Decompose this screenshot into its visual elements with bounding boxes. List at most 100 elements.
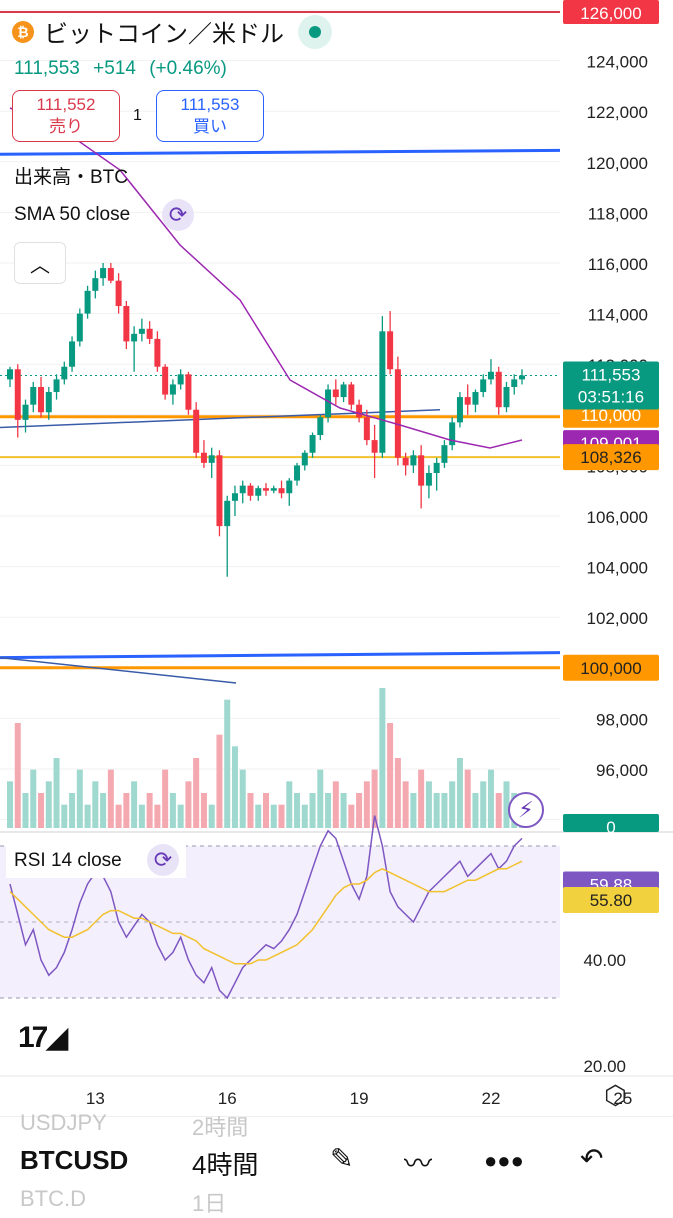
volume-bar: [433, 793, 440, 828]
rsi-refresh-icon[interactable]: ⟳: [147, 844, 179, 876]
lightning-icon[interactable]: ⚡: [508, 792, 544, 828]
volume-bar: [38, 793, 45, 828]
candle-body: [263, 488, 269, 491]
pencil-icon[interactable]: ✎: [330, 1143, 354, 1174]
volume-bar: [356, 793, 363, 828]
candle-body: [379, 331, 386, 453]
timeframe-selector[interactable]: 4時間: [192, 1150, 259, 1180]
sma-50-line: [9, 107, 523, 449]
candle-body: [154, 338, 161, 367]
volume-bar: [76, 769, 83, 828]
volume-bar: [394, 758, 401, 828]
sma-legend[interactable]: SMA 50 close: [14, 204, 131, 225]
volume-bar: [371, 769, 378, 828]
more-icon[interactable]: ●●●: [484, 1148, 524, 1173]
candle-body: [480, 379, 487, 393]
volume-bar: [309, 793, 316, 828]
volume-bar: [185, 781, 192, 828]
candle-body: [115, 280, 122, 307]
volume-bar: [449, 781, 456, 828]
undo-icon[interactable]: ↶: [580, 1143, 604, 1174]
candle-body: [38, 386, 45, 413]
candle-body: [177, 374, 184, 385]
rsi-ma-value-tag-bg: [563, 886, 659, 913]
refresh-icon[interactable]: ⟳: [162, 199, 194, 231]
candle-body: [138, 328, 145, 334]
level-tag-100000-text: 100,000: [580, 659, 641, 678]
volume-legend[interactable]: 出来高・BTC: [14, 167, 129, 188]
prev-timeframe[interactable]: 2時間: [192, 1115, 249, 1140]
candle-body: [69, 341, 76, 367]
candle-body: [107, 268, 114, 281]
candle-body: [394, 369, 401, 458]
volume-bar: [363, 781, 370, 828]
time-tick: 22: [482, 1089, 501, 1108]
volume-bar: [92, 781, 99, 828]
sell-price: 111,552: [36, 95, 96, 114]
volume-bar: [107, 769, 114, 828]
candle-body: [131, 333, 138, 342]
candle-body: [301, 452, 308, 466]
volume-bar: [169, 793, 176, 828]
candle-body: [487, 371, 494, 380]
candle-body: [402, 457, 409, 466]
volume-bar: [278, 804, 285, 828]
volume-bar: [464, 769, 471, 828]
next-timeframe[interactable]: 1日: [192, 1191, 227, 1216]
volume-bar: [286, 781, 293, 828]
current-price-tag-text: 03:51:16: [578, 388, 644, 407]
bottom-toolbar: [0, 1116, 673, 1201]
volume-bar: [154, 804, 161, 828]
candle-body: [22, 404, 29, 420]
candle-body: [14, 369, 21, 420]
candle-body: [472, 392, 479, 405]
candle-body: [418, 455, 425, 486]
candle-body: [332, 389, 339, 398]
symbol-title[interactable]: ビットコイン／米ドル: [44, 21, 284, 48]
next-symbol[interactable]: BTC.D: [20, 1186, 86, 1211]
volume-bar: [7, 781, 13, 828]
candle-body: [363, 417, 370, 441]
collapse-legend-button[interactable]: ︿: [14, 242, 66, 284]
candle-body: [162, 366, 169, 395]
volume-bar: [247, 793, 254, 828]
candle-body: [433, 462, 440, 473]
volume-bar: [270, 804, 277, 828]
level-tag-108326-bg: [563, 444, 659, 471]
volume-bar: [379, 688, 386, 828]
candle-body: [325, 389, 332, 418]
rsi-tick: 40.00: [583, 951, 626, 970]
candle-body: [216, 455, 223, 527]
candle-body: [456, 397, 463, 423]
last-price: 111,553: [14, 58, 80, 79]
volume-bar: [301, 804, 308, 828]
indicator-icon[interactable]: 〰: [404, 1148, 433, 1179]
volume-bar: [387, 723, 394, 828]
candle-body: [61, 366, 68, 380]
volume-bar: [495, 793, 502, 828]
symbol-selector[interactable]: BTCUSD: [20, 1145, 129, 1175]
price-tick: 102,000: [587, 609, 648, 628]
sell-button[interactable]: 111,552 売り: [12, 90, 120, 142]
sma-value-tag-bg: [563, 430, 659, 449]
market-status-icon[interactable]: [298, 14, 332, 49]
volume-bar: [123, 793, 130, 828]
price-summary: 111,553 +514 (+0.46%): [14, 58, 235, 80]
price-tick: 98,000: [596, 710, 648, 729]
buy-button[interactable]: 111,553 買い: [156, 90, 264, 142]
volume-bar: [503, 781, 510, 828]
volume-bar: [100, 793, 107, 828]
candle-body: [441, 445, 448, 463]
settings-icon[interactable]: ⬡: [604, 1080, 627, 1110]
candle-body: [356, 404, 363, 418]
axis-top-tag: 126,000: [563, 0, 659, 24]
volume-bar: [231, 746, 238, 828]
candle-body: [495, 371, 502, 408]
candle-body: [410, 455, 417, 466]
volume-bar: [84, 804, 91, 828]
prev-symbol[interactable]: USDJPY: [20, 1110, 107, 1135]
candle-body: [76, 313, 83, 342]
volume-bar: [224, 699, 231, 828]
volume-bar: [255, 804, 262, 828]
chart-canvas[interactable]: 126,000 124,000 122,000 120,000 118,000 116,0…: [0, 0, 673, 1116]
